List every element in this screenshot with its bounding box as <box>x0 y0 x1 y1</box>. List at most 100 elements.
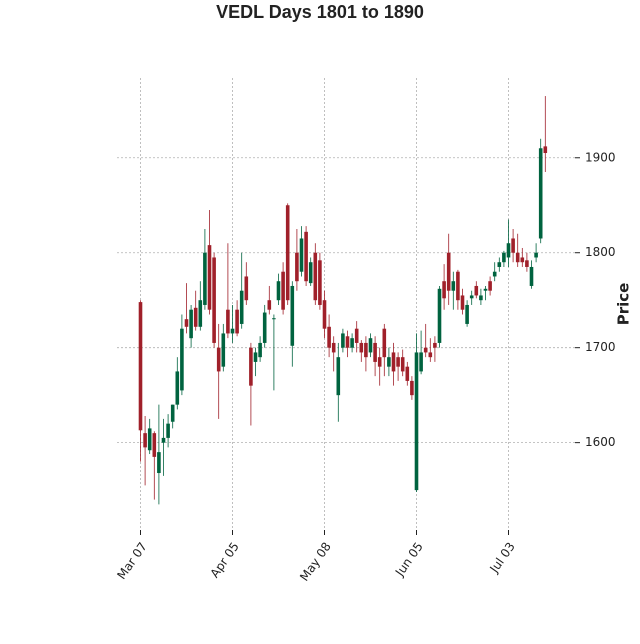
candle-body <box>419 352 423 372</box>
candle-body <box>479 295 483 301</box>
candle-body <box>318 260 322 305</box>
y-tick-label: 1800 <box>585 245 616 259</box>
y-axis-label: Price <box>615 283 633 326</box>
candle-body <box>525 260 529 267</box>
y-tick-label: 1700 <box>585 340 616 354</box>
candle-body <box>506 243 511 258</box>
y-tick-label: 1900 <box>585 150 616 164</box>
candle-body <box>331 342 336 353</box>
candle-body <box>262 312 267 343</box>
candle-body <box>488 281 492 291</box>
candle-body <box>483 288 488 291</box>
candle-body <box>299 238 304 272</box>
candle-body <box>364 342 368 358</box>
candle-body <box>538 148 543 239</box>
y-tick-label: 1600 <box>585 435 616 449</box>
candle-body <box>193 307 198 327</box>
candle-body <box>446 252 451 291</box>
candle-body <box>166 423 170 438</box>
candle-body <box>157 452 161 474</box>
candle-body <box>290 285 295 346</box>
candle-body <box>327 326 331 348</box>
candle-body <box>515 252 520 263</box>
candle-body <box>350 338 354 348</box>
candle-body <box>433 342 437 348</box>
candle-body <box>267 300 272 310</box>
candle-body <box>203 252 207 305</box>
candle-body <box>391 352 396 372</box>
candle-body <box>423 347 428 353</box>
x-tick-label: Jun 05 <box>392 540 426 580</box>
candle-body <box>396 357 400 367</box>
candle-body <box>226 309 230 334</box>
candle-body <box>198 300 203 327</box>
candle-body <box>161 437 166 443</box>
candle-body <box>336 357 341 396</box>
x-tick-label: Jul 03 <box>487 540 518 576</box>
candle-body <box>207 245 212 310</box>
candle-body <box>354 328 359 343</box>
candle-body <box>345 336 350 348</box>
candle-body <box>405 366 410 381</box>
candle-body <box>281 271 285 310</box>
candle-body <box>543 146 548 154</box>
candle-body <box>175 371 180 405</box>
candle-body <box>239 290 244 324</box>
candle-body <box>313 252 318 301</box>
x-tick-label: Apr 05 <box>208 540 242 581</box>
chart-title: VEDL Days 1801 to 1890 <box>216 2 424 22</box>
candle-body <box>272 318 276 320</box>
candle-body <box>451 281 456 291</box>
candle-body <box>230 328 235 334</box>
candle-body <box>304 231 308 282</box>
candle-body <box>308 262 313 284</box>
candle-body <box>414 352 419 491</box>
candle-body <box>410 380 414 396</box>
candle-body <box>221 333 226 367</box>
candle-body <box>400 357 405 372</box>
candle-body <box>276 281 281 301</box>
candle-body <box>216 347 221 372</box>
candle-body <box>456 271 460 301</box>
candle-body <box>428 352 433 358</box>
candle-body <box>377 357 382 367</box>
candle-body <box>143 433 147 448</box>
candle-body <box>249 347 253 386</box>
candle-body <box>184 319 189 327</box>
candle-body <box>474 285 479 296</box>
candle-body <box>285 205 290 301</box>
candle-body <box>322 300 327 329</box>
candle-body <box>529 266 534 286</box>
candle-body <box>235 309 239 334</box>
candle-body <box>341 333 345 348</box>
candle-body <box>147 428 152 451</box>
candle-body <box>359 342 364 353</box>
candle-body <box>295 252 299 282</box>
candle-body <box>502 252 506 263</box>
candle-body <box>373 342 377 362</box>
candle-body <box>511 238 515 253</box>
candle-body <box>170 404 175 422</box>
candle-body <box>180 328 184 391</box>
candle-body <box>382 328 387 358</box>
candle-body <box>520 257 525 263</box>
candle-body <box>492 271 497 277</box>
x-tick-label: May 08 <box>297 540 334 584</box>
x-tick-label: Mar 07 <box>114 540 149 582</box>
candle-body <box>497 262 502 267</box>
candle-body <box>442 281 446 299</box>
candle-body <box>460 295 465 310</box>
candle-body <box>253 352 258 362</box>
candle-body <box>469 295 474 299</box>
candle-body <box>534 252 538 258</box>
candle-body <box>244 276 249 301</box>
candle-body <box>152 433 157 457</box>
candle-body <box>387 357 391 367</box>
candle-body <box>138 302 143 431</box>
candle-body <box>189 309 193 339</box>
candle-body <box>212 257 216 343</box>
candle-body <box>465 304 469 324</box>
candle-body <box>437 288 442 343</box>
candle-body <box>368 338 373 353</box>
